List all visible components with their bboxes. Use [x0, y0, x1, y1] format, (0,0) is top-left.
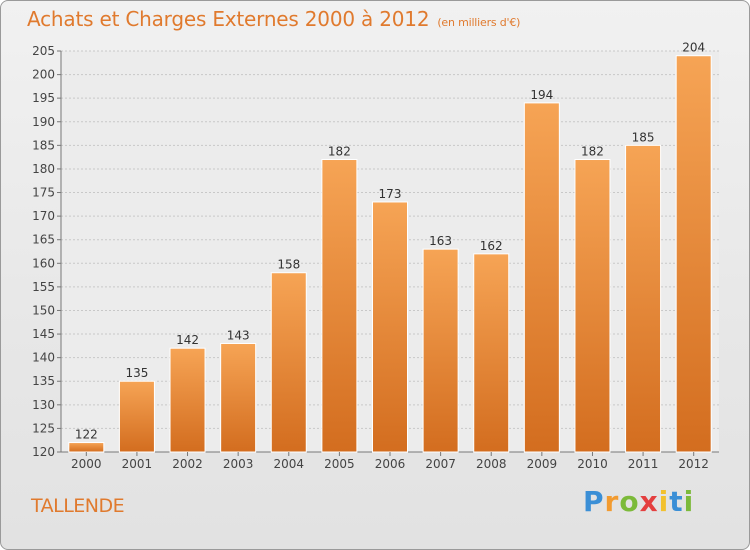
- y-tick-label: 200: [32, 68, 55, 82]
- x-tick-label: 2002: [172, 457, 203, 471]
- bar-value-label: 143: [227, 328, 250, 342]
- bar-2002: [169, 347, 206, 453]
- x-tick-label: 2009: [527, 457, 558, 471]
- bar-value-label: 158: [277, 258, 300, 272]
- y-tick-label: 135: [32, 374, 55, 388]
- bar-2001: [118, 380, 155, 453]
- x-tick-label: 2010: [577, 457, 608, 471]
- y-tick-label: 205: [32, 44, 55, 58]
- chart-subtitle: (en milliers d'€): [437, 16, 521, 29]
- x-tick-label: 2005: [324, 457, 355, 471]
- x-tick-label: 2006: [375, 457, 406, 471]
- chart-title-block: Achats et Charges Externes 2000 à 2012 (e…: [27, 7, 520, 31]
- bar-value-label: 173: [379, 187, 402, 201]
- logo-letter: r: [604, 485, 620, 518]
- chart-title: Achats et Charges Externes 2000 à 2012: [27, 7, 430, 31]
- logo-letter: i: [683, 485, 695, 518]
- y-tick-label: 185: [32, 138, 55, 152]
- bar-value-label: 194: [530, 88, 553, 102]
- x-tick-label: 2007: [425, 457, 456, 471]
- bar-value-label: 204: [682, 41, 705, 55]
- y-tick-label: 150: [32, 303, 55, 317]
- y-tick-label: 155: [32, 280, 55, 294]
- bar-2000: [68, 442, 105, 453]
- bar-value-label: 122: [75, 428, 98, 442]
- y-tick-label: 165: [32, 233, 55, 247]
- bar-2011: [625, 144, 662, 453]
- bar-2006: [372, 201, 408, 453]
- logo-letter: P: [583, 485, 605, 518]
- y-tick-label: 130: [32, 398, 55, 412]
- bar-value-label: 135: [125, 366, 148, 380]
- y-tick-label: 120: [32, 445, 55, 459]
- x-tick-label: 2004: [273, 457, 304, 471]
- bar-value-label: 162: [480, 239, 503, 253]
- x-tick-label: 2012: [678, 457, 709, 471]
- x-tick-label: 2003: [223, 457, 254, 471]
- bar-value-label: 163: [429, 234, 452, 248]
- bar-value-label: 185: [632, 130, 655, 144]
- bar-2009: [523, 102, 560, 453]
- y-tick-label: 125: [32, 421, 55, 435]
- bar-2008: [473, 253, 510, 453]
- x-tick-label: 2011: [628, 457, 659, 471]
- logo-letter: o: [619, 485, 640, 518]
- bar-2004: [270, 272, 307, 453]
- y-tick-label: 140: [32, 351, 55, 365]
- bar-2003: [220, 342, 257, 453]
- bar-2005: [321, 159, 358, 453]
- bar-2012: [675, 55, 712, 453]
- x-tick-label: 2000: [71, 457, 102, 471]
- y-tick-label: 195: [32, 91, 55, 105]
- y-tick-label: 190: [32, 115, 55, 129]
- bar-2007: [422, 248, 459, 453]
- logo-letter: t: [669, 485, 684, 518]
- bar-value-label: 182: [328, 145, 351, 159]
- y-tick-label: 170: [32, 209, 55, 223]
- logo-letter: x: [639, 485, 659, 518]
- y-tick-label: 160: [32, 256, 55, 270]
- y-tick-label: 145: [32, 327, 55, 341]
- place-name: TALLENDE: [31, 495, 125, 517]
- y-tick-label: 180: [32, 162, 55, 176]
- y-tick-label: 175: [32, 186, 55, 200]
- bar-value-label: 142: [176, 333, 199, 347]
- proxiti-logo: Proxiti: [583, 485, 694, 518]
- x-tick-label: 2008: [476, 457, 507, 471]
- bar-2010: [574, 159, 611, 453]
- bar-value-label: 182: [581, 145, 604, 159]
- logo-letter: i: [658, 485, 670, 518]
- x-tick-label: 2001: [122, 457, 153, 471]
